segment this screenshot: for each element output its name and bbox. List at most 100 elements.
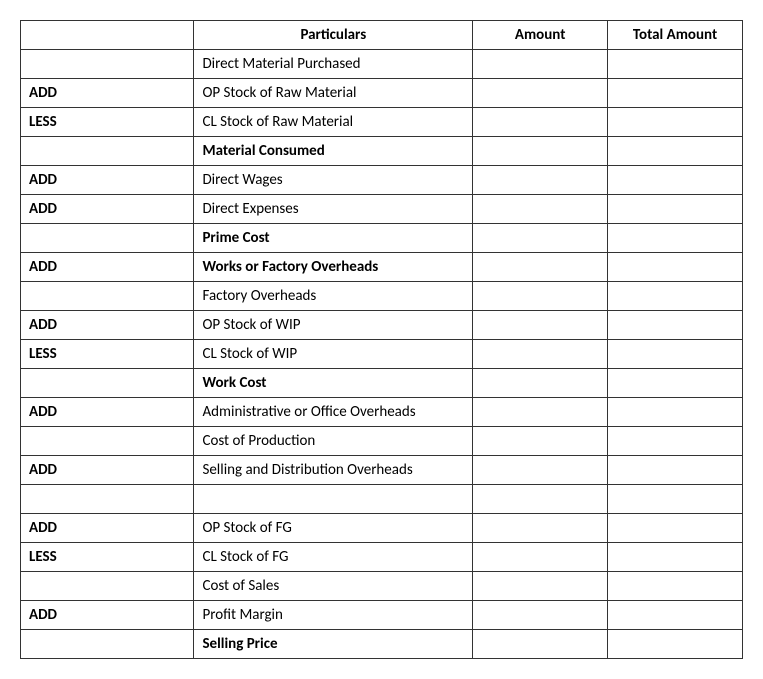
cost-sheet-table: Particulars Amount Total Amount Direct M…	[20, 20, 743, 659]
table-body: Direct Material PurchasedADDOP Stock of …	[21, 50, 743, 659]
cell-op: ADD	[21, 398, 194, 427]
cell-particulars: Work Cost	[194, 369, 473, 398]
cell-particulars: Prime Cost	[194, 224, 473, 253]
cell-total	[608, 108, 743, 137]
cell-amount	[473, 630, 608, 659]
cell-op: LESS	[21, 340, 194, 369]
cell-op	[21, 630, 194, 659]
cell-total	[608, 630, 743, 659]
cell-amount	[473, 195, 608, 224]
cell-particulars: Direct Wages	[194, 166, 473, 195]
cell-particulars: Cost of Sales	[194, 572, 473, 601]
table-row: Cost of Production	[21, 427, 743, 456]
cell-op	[21, 224, 194, 253]
cell-particulars: Direct Material Purchased	[194, 50, 473, 79]
table-row: Direct Material Purchased	[21, 50, 743, 79]
cell-particulars: CL Stock of Raw Material	[194, 108, 473, 137]
cell-particulars: Selling Price	[194, 630, 473, 659]
cell-total	[608, 79, 743, 108]
cell-total	[608, 369, 743, 398]
cell-amount	[473, 427, 608, 456]
cell-particulars: CL Stock of FG	[194, 543, 473, 572]
cell-total	[608, 485, 743, 514]
table-row: Cost of Sales	[21, 572, 743, 601]
cell-op: ADD	[21, 195, 194, 224]
table-row: ADDAdministrative or Office Overheads	[21, 398, 743, 427]
cell-amount	[473, 456, 608, 485]
table-row: ADDProfit Margin	[21, 601, 743, 630]
cell-particulars: Profit Margin	[194, 601, 473, 630]
table-row: ADDWorks or Factory Overheads	[21, 253, 743, 282]
table-row: ADDSelling and Distribution Overheads	[21, 456, 743, 485]
cell-total	[608, 340, 743, 369]
cell-particulars: Administrative or Office Overheads	[194, 398, 473, 427]
cell-amount	[473, 282, 608, 311]
cell-particulars: CL Stock of WIP	[194, 340, 473, 369]
cell-particulars: Direct Expenses	[194, 195, 473, 224]
cell-op: ADD	[21, 166, 194, 195]
cell-particulars: Cost of Production	[194, 427, 473, 456]
cell-particulars: OP Stock of WIP	[194, 311, 473, 340]
cell-op: ADD	[21, 253, 194, 282]
table-header-row: Particulars Amount Total Amount	[21, 21, 743, 50]
table-row: LESSCL Stock of FG	[21, 543, 743, 572]
cell-particulars: Factory Overheads	[194, 282, 473, 311]
cell-total	[608, 398, 743, 427]
cell-op	[21, 50, 194, 79]
cell-particulars: Material Consumed	[194, 137, 473, 166]
table-row: Prime Cost	[21, 224, 743, 253]
cell-amount	[473, 311, 608, 340]
cell-total	[608, 253, 743, 282]
cell-total	[608, 543, 743, 572]
cell-op: ADD	[21, 79, 194, 108]
table-row: ADDOP Stock of Raw Material	[21, 79, 743, 108]
cell-amount	[473, 369, 608, 398]
cell-total	[608, 282, 743, 311]
cell-op: LESS	[21, 108, 194, 137]
header-amount: Amount	[473, 21, 608, 50]
table-row: ADDDirect Expenses	[21, 195, 743, 224]
cell-amount	[473, 485, 608, 514]
cell-amount	[473, 572, 608, 601]
cell-op	[21, 572, 194, 601]
cell-total	[608, 166, 743, 195]
cell-particulars: OP Stock of FG	[194, 514, 473, 543]
header-total: Total Amount	[608, 21, 743, 50]
cell-op	[21, 427, 194, 456]
cell-amount	[473, 166, 608, 195]
cell-total	[608, 514, 743, 543]
cell-op: LESS	[21, 543, 194, 572]
table-row: Selling Price	[21, 630, 743, 659]
header-particulars: Particulars	[194, 21, 473, 50]
table-row: LESSCL Stock of Raw Material	[21, 108, 743, 137]
cell-amount	[473, 137, 608, 166]
cell-particulars	[194, 485, 473, 514]
cell-amount	[473, 601, 608, 630]
cell-op	[21, 137, 194, 166]
cell-amount	[473, 514, 608, 543]
cell-op: ADD	[21, 311, 194, 340]
header-op	[21, 21, 194, 50]
cell-amount	[473, 253, 608, 282]
table-row: ADDOP Stock of WIP	[21, 311, 743, 340]
cell-total	[608, 572, 743, 601]
table-row: Work Cost	[21, 369, 743, 398]
cell-op: ADD	[21, 601, 194, 630]
cell-particulars: OP Stock of Raw Material	[194, 79, 473, 108]
cell-amount	[473, 543, 608, 572]
table-row: Factory Overheads	[21, 282, 743, 311]
table-row	[21, 485, 743, 514]
cell-op	[21, 485, 194, 514]
cell-total	[608, 311, 743, 340]
cell-total	[608, 50, 743, 79]
cell-amount	[473, 398, 608, 427]
cell-total	[608, 427, 743, 456]
table-row: Material Consumed	[21, 137, 743, 166]
cell-amount	[473, 224, 608, 253]
cell-amount	[473, 108, 608, 137]
table-row: LESSCL Stock of WIP	[21, 340, 743, 369]
cell-total	[608, 456, 743, 485]
cell-total	[608, 224, 743, 253]
cell-particulars: Selling and Distribution Overheads	[194, 456, 473, 485]
table-row: ADDDirect Wages	[21, 166, 743, 195]
